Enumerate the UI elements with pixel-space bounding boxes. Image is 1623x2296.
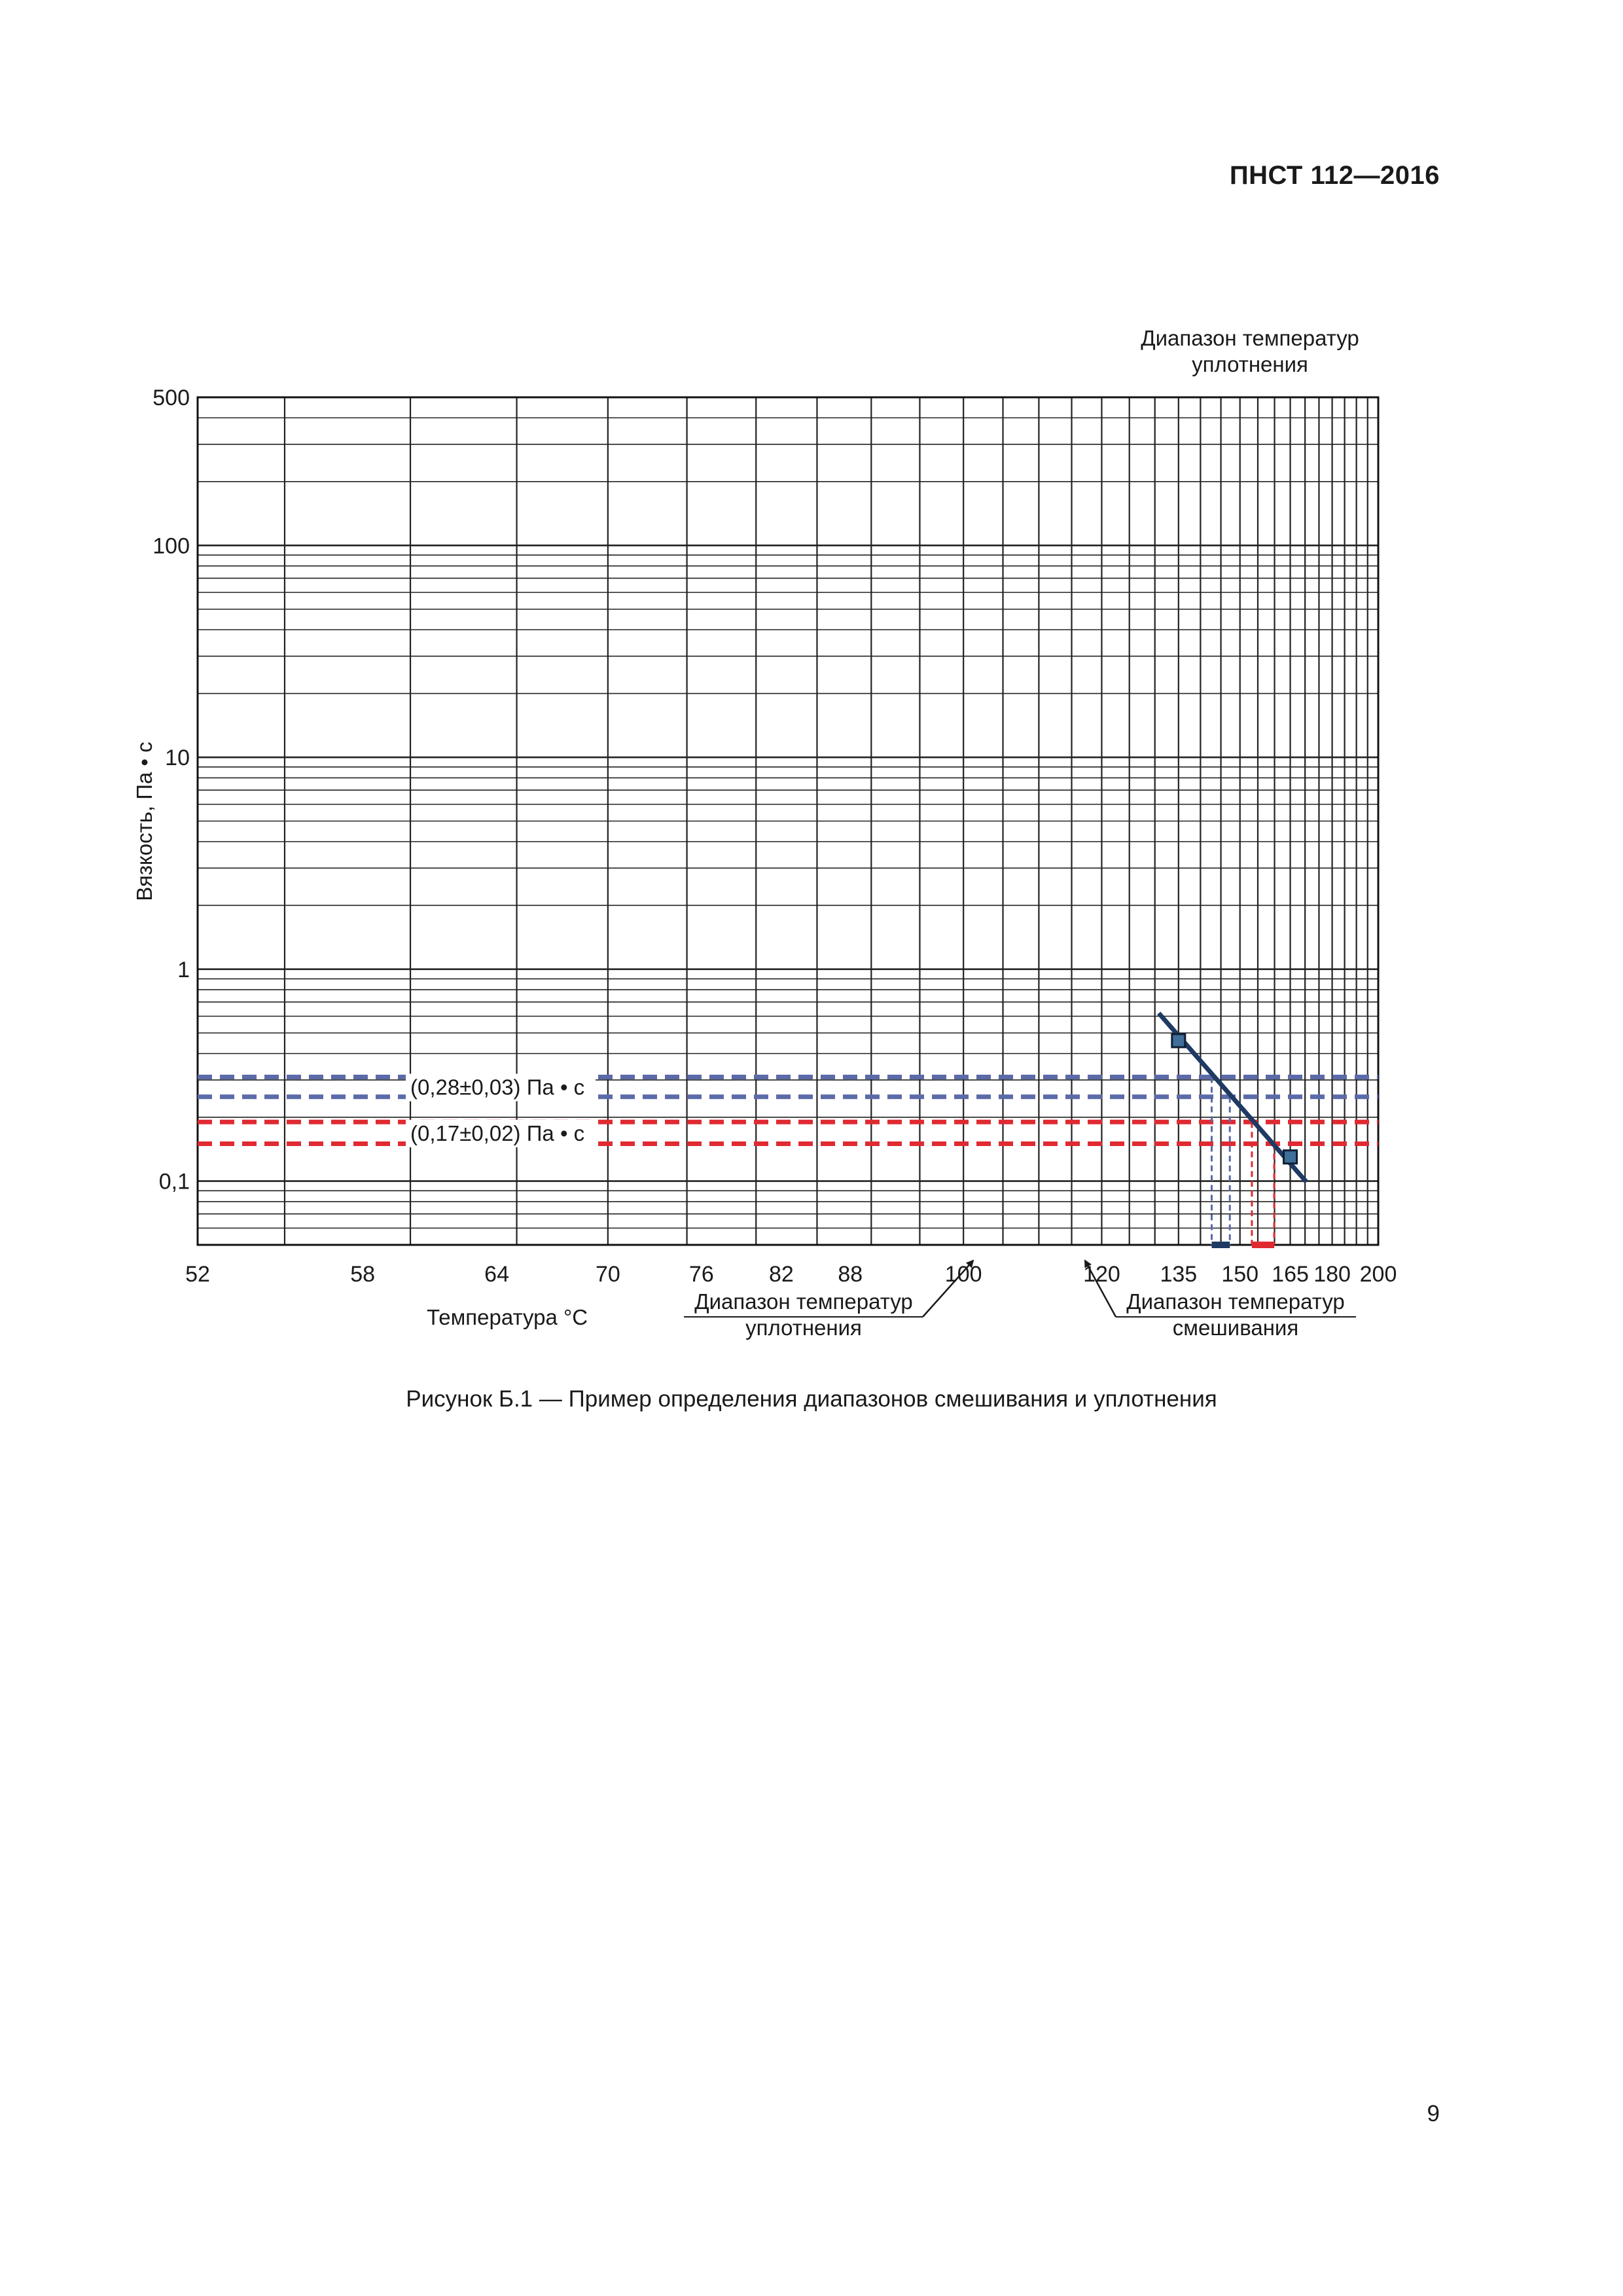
x-tick-label: 100: [945, 1262, 982, 1287]
measured-point: [1283, 1149, 1298, 1165]
range-label-mixing: Диапазон температур: [1126, 1289, 1344, 1314]
range-label-compaction: Диапазон температур: [694, 1289, 912, 1314]
x-tick-label: 150: [1221, 1262, 1258, 1287]
range-arrow: [1084, 1259, 1117, 1318]
top-range-label: уплотнения: [1192, 352, 1308, 376]
y-tick-label: 10: [165, 745, 190, 770]
page-number: 9: [1427, 2101, 1440, 2126]
reference-label: (0,17±0,02) Па • с: [410, 1121, 584, 1145]
y-tick-label: 500: [152, 386, 190, 410]
reference-label-bg: [406, 1073, 596, 1102]
x-tick-label: 180: [1313, 1262, 1351, 1287]
y-tick-label: 1: [177, 958, 190, 982]
range-label-compaction: уплотнения: [745, 1316, 862, 1340]
measured-point: [1171, 1033, 1186, 1049]
x-tick-label: 52: [185, 1262, 210, 1287]
x-tick-label: 76: [689, 1262, 714, 1287]
reference-lines: (0,28±0,03) Па • с (0,17±0,02) Па • с: [198, 1073, 1378, 1147]
tick-labels: 52 58 64 70 76 82 88 100 120 135 150 165 180 2000,111…: [152, 386, 1397, 1287]
x-tick-label: 82: [769, 1262, 794, 1287]
document-code: ПНСТ 112—2016: [1229, 161, 1440, 190]
grid-minor: [198, 417, 1378, 1229]
figure-caption: Рисунок Б.1 — Пример определения диапазо…: [406, 1386, 1217, 1412]
range-arrow: [922, 1259, 974, 1318]
x-tick-label: 88: [838, 1262, 863, 1287]
x-tick-label: 58: [350, 1262, 375, 1287]
x-tick-label: 70: [596, 1262, 620, 1287]
y-axis-title: Вязкость, Па • с: [132, 742, 156, 901]
top-range-label: Диапазон температур: [1141, 326, 1359, 350]
y-tick-label: 0,1: [159, 1170, 190, 1194]
annotations: Температура °C Вязкость, Па • с Диапазон т…: [132, 326, 1359, 1340]
x-tick-label: 200: [1360, 1262, 1397, 1287]
reference-label: (0,28±0,03) Па • с: [410, 1075, 584, 1100]
y-tick-label: 100: [152, 533, 190, 558]
x-axis-title: Температура °C: [427, 1305, 588, 1329]
drop-lines: [1210, 1077, 1275, 1245]
x-tick-label: 135: [1160, 1262, 1197, 1287]
x-tick-label: 165: [1272, 1262, 1309, 1287]
series-layer: [1157, 1011, 1308, 1184]
range-label-mixing: смешивания: [1173, 1316, 1299, 1340]
reference-label-bg: [406, 1119, 596, 1147]
x-tick-label: 64: [484, 1262, 509, 1287]
grid-major: [198, 397, 1378, 1245]
plot-frame: [196, 396, 1380, 1246]
